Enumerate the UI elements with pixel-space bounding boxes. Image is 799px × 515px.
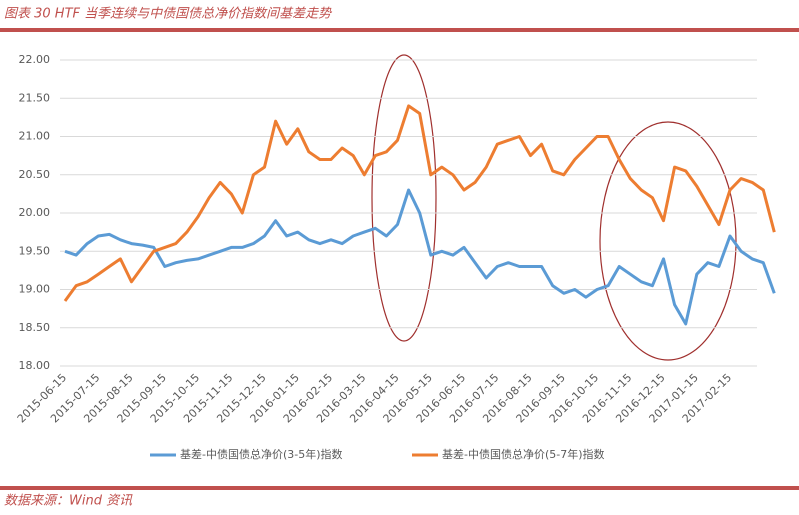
y-tick-label: 19.50: [19, 244, 51, 257]
y-tick-label: 20.50: [19, 168, 51, 181]
top-rule: [0, 28, 799, 32]
highlight-ellipse: [599, 121, 737, 361]
source: 数据来源：Wind 资讯: [4, 494, 133, 509]
y-tick-label: 21.00: [19, 130, 51, 143]
chart-title: 图表 30 HTF 当季连续与中债国债总净价指数间基差走势: [4, 7, 333, 22]
legend-label: 基差-中债国债总净价(5-7年)指数: [442, 447, 605, 461]
highlight-ellipse: [371, 54, 437, 342]
y-tick-label: 20.00: [19, 206, 51, 219]
y-tick-label: 18.00: [19, 359, 51, 372]
bottom-rule: [0, 486, 799, 490]
y-tick-label: 18.50: [19, 321, 51, 334]
series-line: [64, 188, 776, 326]
y-tick-label: 22.00: [19, 53, 51, 66]
legend-label: 基差-中债国债总净价(3-5年)指数: [180, 447, 343, 461]
y-tick-label: 21.50: [19, 91, 51, 104]
y-tick-label: 19.00: [19, 283, 51, 296]
series-line: [63, 104, 776, 302]
